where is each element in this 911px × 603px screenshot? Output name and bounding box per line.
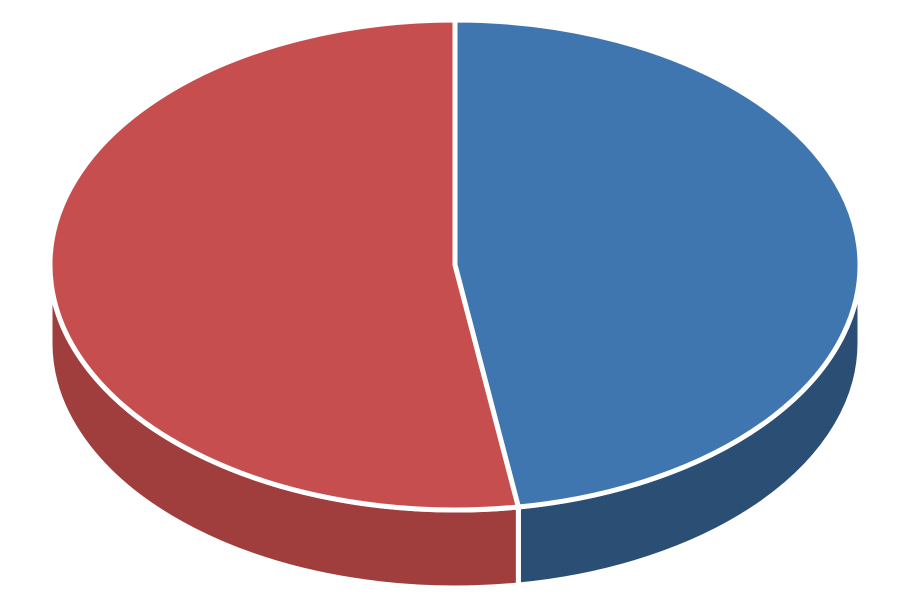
pie-chart-svg — [0, 0, 911, 603]
pie-chart-3d — [0, 0, 911, 603]
